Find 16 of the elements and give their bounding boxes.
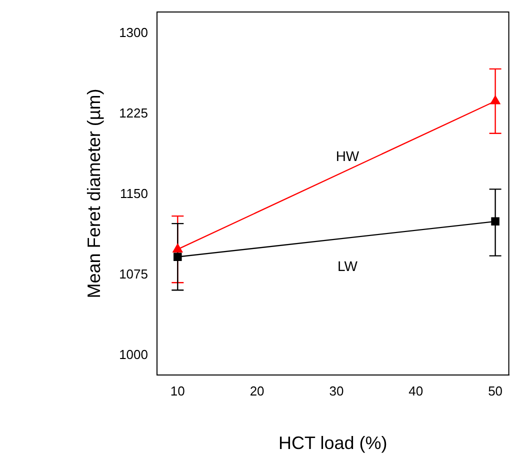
point [491, 217, 500, 226]
series-label: HW [336, 148, 360, 164]
y-tick-label: 1150 [120, 186, 148, 202]
x-tick-label: 30 [329, 383, 344, 398]
y-tick-label: 1000 [119, 347, 148, 362]
y-tick-label: 1225 [119, 106, 148, 121]
y-axis-title: Mean Feret diameter (µm) [84, 88, 104, 298]
point [174, 252, 182, 261]
x-tick-label: 50 [488, 383, 503, 398]
x-tick-label: 40 [408, 383, 424, 398]
x-tick-label: 10 [170, 383, 185, 398]
x-axis-title: HCT load (%) [278, 433, 388, 454]
y-tick-label: 1300 [119, 25, 148, 40]
x-tick-label: 20 [250, 383, 264, 398]
series-label: LW [337, 258, 358, 274]
y-tick-label: 1075 [119, 266, 148, 282]
